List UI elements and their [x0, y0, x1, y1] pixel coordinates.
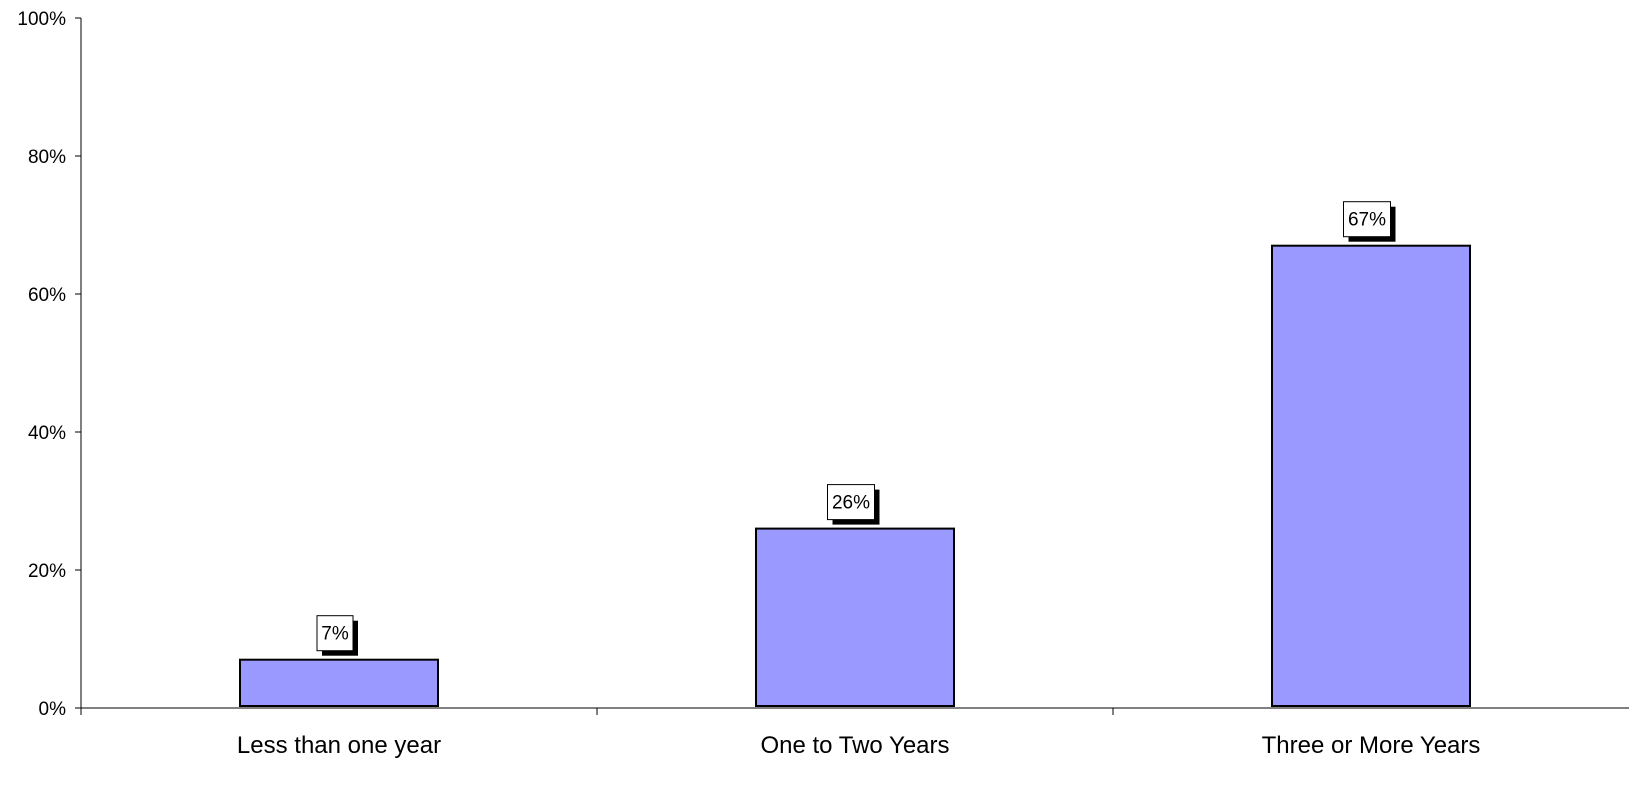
x-axis-ticks: Less than one year One to Two Years Three …	[80, 708, 1481, 759]
x-category-label: Three or More Years	[1262, 732, 1481, 759]
data-label: 26%	[832, 493, 870, 514]
y-axis-ticks: 0% 20% 40% 60% 80% 100%	[17, 9, 81, 720]
y-tick-label: 60%	[28, 285, 66, 306]
data-label: 7%	[321, 624, 349, 645]
y-tick-label: 80%	[28, 147, 66, 168]
y-tick-label: 100%	[17, 9, 66, 30]
y-tick-label: 40%	[28, 423, 66, 444]
y-tick-label: 20%	[28, 561, 66, 582]
bar	[239, 658, 439, 708]
x-category-label: Less than one year	[237, 732, 441, 759]
data-labels: 7% 26% 67%	[316, 201, 1396, 656]
y-tick-label: 0%	[39, 699, 67, 720]
data-label-box	[827, 484, 875, 521]
bar	[1271, 244, 1471, 707]
x-category-label: One to Two Years	[760, 732, 949, 759]
bar	[755, 527, 955, 707]
data-label-box	[316, 615, 354, 652]
bars	[239, 244, 1471, 708]
data-label-box	[1343, 201, 1391, 238]
data-label: 67%	[1348, 210, 1386, 231]
